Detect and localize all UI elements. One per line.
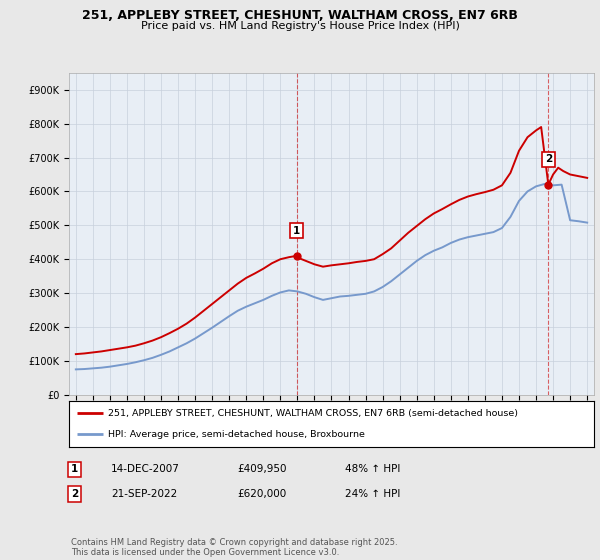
Text: 1: 1 (293, 226, 300, 236)
Text: HPI: Average price, semi-detached house, Broxbourne: HPI: Average price, semi-detached house,… (109, 430, 365, 439)
Text: 14-DEC-2007: 14-DEC-2007 (111, 464, 180, 474)
Text: 251, APPLEBY STREET, CHESHUNT, WALTHAM CROSS, EN7 6RB (semi-detached house): 251, APPLEBY STREET, CHESHUNT, WALTHAM C… (109, 409, 518, 418)
Text: 2: 2 (71, 489, 78, 499)
Text: 48% ↑ HPI: 48% ↑ HPI (345, 464, 400, 474)
Text: 24% ↑ HPI: 24% ↑ HPI (345, 489, 400, 499)
Text: 251, APPLEBY STREET, CHESHUNT, WALTHAM CROSS, EN7 6RB: 251, APPLEBY STREET, CHESHUNT, WALTHAM C… (82, 9, 518, 22)
Text: £620,000: £620,000 (237, 489, 286, 499)
Text: £409,950: £409,950 (237, 464, 287, 474)
Text: 2: 2 (545, 155, 552, 164)
Text: 1: 1 (71, 464, 78, 474)
Text: 21-SEP-2022: 21-SEP-2022 (111, 489, 177, 499)
Text: Price paid vs. HM Land Registry's House Price Index (HPI): Price paid vs. HM Land Registry's House … (140, 21, 460, 31)
Text: Contains HM Land Registry data © Crown copyright and database right 2025.
This d: Contains HM Land Registry data © Crown c… (71, 538, 397, 557)
